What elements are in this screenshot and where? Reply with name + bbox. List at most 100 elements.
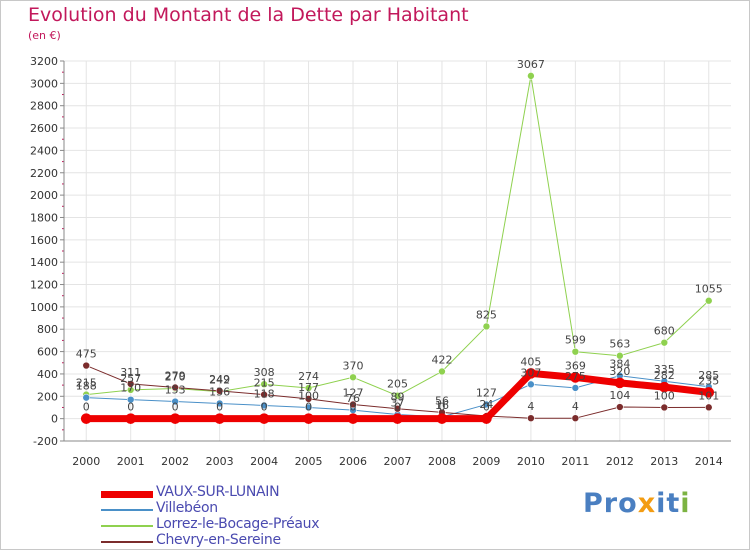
data-point bbox=[125, 413, 136, 424]
data-point bbox=[82, 361, 91, 370]
data-point bbox=[660, 338, 669, 347]
data-label: 279 bbox=[165, 369, 186, 382]
legend-label: Chevry-en-Sereine bbox=[156, 532, 281, 548]
x-tick-label: 2007 bbox=[384, 455, 412, 468]
legend-swatch bbox=[101, 541, 153, 543]
x-tick-label: 2006 bbox=[339, 455, 367, 468]
data-point bbox=[571, 347, 580, 356]
y-tick-label: 1200 bbox=[30, 279, 58, 292]
data-label: 307 bbox=[520, 366, 541, 379]
data-label: 311 bbox=[120, 366, 141, 379]
data-point bbox=[658, 381, 670, 393]
x-tick-label: 2002 bbox=[161, 455, 189, 468]
x-tick-label: 2001 bbox=[117, 455, 145, 468]
x-tick-label: 2003 bbox=[206, 455, 234, 468]
data-point bbox=[303, 413, 314, 424]
data-point bbox=[482, 322, 491, 331]
data-point bbox=[80, 413, 92, 424]
data-label: 0 bbox=[216, 401, 223, 414]
data-point bbox=[349, 400, 357, 409]
data-label: 101 bbox=[698, 389, 719, 402]
data-label: 257 bbox=[120, 372, 141, 385]
data-point bbox=[82, 393, 91, 402]
data-label: 188 bbox=[76, 380, 97, 393]
y-tick-label: 400 bbox=[37, 368, 58, 381]
data-label: 89 bbox=[391, 391, 405, 404]
x-tick-label: 2009 bbox=[472, 455, 500, 468]
data-point bbox=[260, 390, 268, 399]
data-label: 274 bbox=[298, 370, 319, 383]
x-tick-label: 2011 bbox=[561, 455, 589, 468]
legend-swatch bbox=[101, 509, 153, 511]
data-point bbox=[571, 384, 580, 392]
data-label: 100 bbox=[654, 389, 675, 402]
y-tick-label: 2000 bbox=[30, 189, 58, 202]
data-label: 136 bbox=[209, 385, 230, 398]
legend-swatch bbox=[101, 525, 153, 527]
y-tick-label: 1000 bbox=[30, 301, 58, 314]
proxiti-logo: Proxiti bbox=[583, 488, 691, 519]
data-label: 0 bbox=[83, 401, 90, 414]
x-tick-label: 2000 bbox=[72, 455, 100, 468]
y-tick-label: 3000 bbox=[30, 77, 58, 90]
data-label: 3067 bbox=[517, 58, 545, 71]
data-label: 177 bbox=[298, 381, 319, 394]
data-point bbox=[616, 403, 624, 411]
data-point bbox=[436, 413, 448, 424]
y-tick-label: 800 bbox=[37, 323, 58, 336]
data-label: 0 bbox=[305, 401, 312, 414]
data-label: 335 bbox=[654, 363, 675, 376]
x-tick-label: 2013 bbox=[650, 455, 678, 468]
data-point bbox=[304, 403, 313, 412]
data-point bbox=[171, 397, 179, 406]
y-tick-label: 2200 bbox=[30, 167, 58, 180]
data-point bbox=[704, 296, 713, 305]
data-label: 0 bbox=[394, 401, 401, 414]
data-point bbox=[704, 403, 713, 412]
data-label: 127 bbox=[343, 386, 364, 399]
data-point bbox=[527, 380, 535, 389]
data-label: 369 bbox=[565, 359, 586, 372]
data-label: 475 bbox=[76, 348, 97, 361]
legend-label: Lorrez-le-Bocage-Préaux bbox=[156, 516, 320, 532]
data-label: 422 bbox=[431, 353, 452, 366]
data-point bbox=[215, 387, 224, 395]
data-label: 0 bbox=[438, 401, 445, 414]
data-label: 127 bbox=[476, 386, 497, 399]
data-point bbox=[126, 380, 135, 388]
data-label: 153 bbox=[165, 384, 186, 397]
y-tick-label: 2800 bbox=[30, 100, 58, 113]
data-label: 4 bbox=[572, 400, 579, 413]
data-point bbox=[258, 413, 270, 424]
data-point bbox=[525, 368, 537, 379]
data-label: 242 bbox=[209, 374, 230, 387]
x-tick-label: 2005 bbox=[295, 455, 323, 468]
y-tick-label: 1400 bbox=[30, 256, 58, 269]
data-point bbox=[660, 403, 669, 412]
x-tick-label: 2004 bbox=[250, 455, 278, 468]
data-label: 405 bbox=[520, 355, 541, 368]
data-label: 0 bbox=[172, 401, 179, 414]
x-tick-label: 2010 bbox=[517, 455, 545, 468]
data-label: 0 bbox=[261, 401, 268, 414]
data-point bbox=[215, 399, 224, 408]
x-tick-label: 2014 bbox=[695, 455, 723, 468]
data-label: 104 bbox=[609, 389, 630, 402]
chart-subtitle: (en €) bbox=[28, 29, 61, 42]
data-label: 599 bbox=[565, 334, 586, 347]
legend-label: VAUX-SUR-LUNAIN bbox=[156, 484, 280, 500]
data-label: 215 bbox=[76, 377, 97, 390]
data-point bbox=[703, 387, 715, 398]
y-tick-label: 200 bbox=[37, 390, 58, 403]
data-point bbox=[482, 400, 491, 409]
y-tick-label: 2600 bbox=[30, 122, 58, 135]
legend-swatch bbox=[101, 491, 153, 498]
data-point bbox=[570, 372, 581, 383]
logo-text: Proxiti bbox=[583, 488, 691, 519]
data-point bbox=[304, 384, 313, 392]
data-label: 563 bbox=[609, 338, 630, 351]
data-point bbox=[260, 401, 268, 410]
data-label: 370 bbox=[343, 359, 364, 372]
y-tick-label: 1800 bbox=[30, 211, 58, 224]
